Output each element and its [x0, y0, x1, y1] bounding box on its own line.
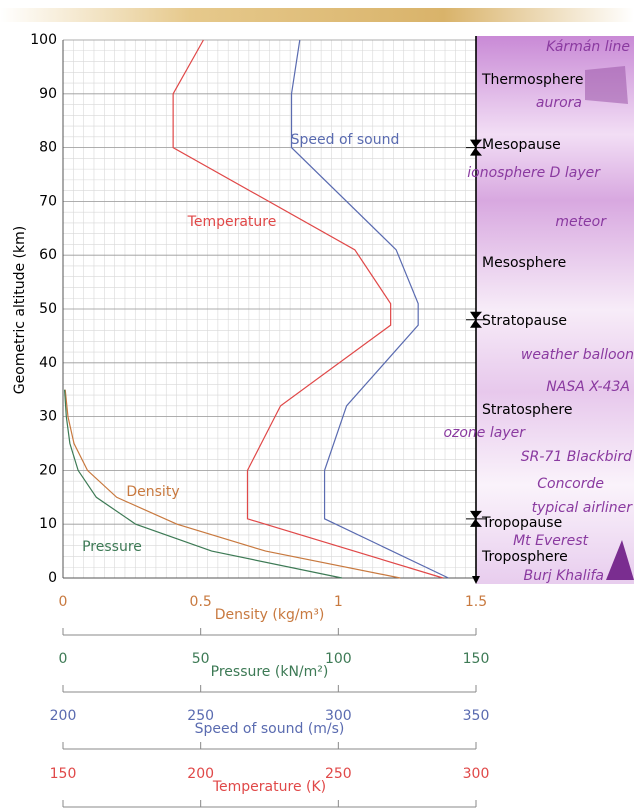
annotation: Kármán line — [546, 39, 630, 55]
x-tick-label: 0.5 — [190, 594, 212, 610]
series-line — [172, 39, 444, 579]
x-tick-label: 50 — [192, 651, 210, 667]
x-tick-label: 150 — [50, 766, 77, 782]
x-axis-title: Temperature (K) — [212, 779, 326, 795]
series-name: Pressure — [82, 539, 142, 555]
annotation: ozone layer — [443, 425, 526, 441]
x-tick-label: 200 — [50, 708, 77, 724]
x-axis-title: Speed of sound (m/s) — [195, 721, 345, 737]
x-tick-label: 1.5 — [465, 594, 487, 610]
annotation: Mt Everest — [513, 533, 588, 549]
mountain — [606, 540, 634, 580]
x-axis-title: Pressure (kN/m²) — [211, 664, 329, 680]
layer-name: Mesopause — [482, 137, 561, 153]
aurora-shape — [585, 66, 628, 104]
layer-name: Tropopause — [481, 515, 562, 531]
annotation: ionosphere D layer — [467, 165, 601, 181]
x-axis-title: Density (kg/m³) — [215, 607, 325, 623]
pause-marker — [470, 311, 482, 328]
x-tick-label: 100 — [325, 651, 352, 667]
y-tick-label: 70 — [39, 193, 57, 209]
series-name: Speed of sound — [291, 132, 400, 148]
y-tick-label: 10 — [39, 516, 57, 532]
arrow — [472, 576, 480, 584]
annotation: NASA X-43A — [546, 379, 630, 395]
x-tick-label: 0 — [59, 651, 68, 667]
x-tick-label: 300 — [325, 708, 352, 724]
y-tick-label: 20 — [39, 462, 57, 478]
y-tick-label: 100 — [30, 32, 57, 48]
series-line — [64, 389, 401, 579]
x-tick-label: 150 — [463, 651, 490, 667]
x-tick-label: 250 — [187, 708, 214, 724]
series-name: Temperature — [187, 214, 277, 230]
x-tick-label: 300 — [463, 766, 490, 782]
y-axis-title: Geometric altitude (km) — [12, 226, 28, 394]
annotation: meteor — [555, 214, 607, 230]
layer-panel — [476, 36, 634, 584]
x-tick-label: 1 — [334, 594, 343, 610]
x-tick-label: 0 — [59, 594, 68, 610]
annotation: weather balloon — [521, 347, 634, 363]
y-tick-label: 80 — [39, 140, 57, 156]
header-band — [0, 8, 634, 22]
annotation: Concorde — [537, 476, 604, 492]
y-tick-label: 50 — [39, 301, 57, 317]
x-tick-label: 350 — [463, 708, 490, 724]
series-line — [63, 389, 343, 579]
y-tick-label: 60 — [39, 247, 57, 263]
layer-name: Stratosphere — [482, 402, 573, 418]
annotation: SR-71 Blackbird — [521, 449, 632, 465]
y-tick-label: 90 — [39, 86, 57, 102]
series-name: Density — [126, 484, 179, 500]
layer-name: Mesosphere — [482, 255, 566, 271]
annotation: typical airliner — [532, 500, 634, 516]
layer-name: Stratopause — [482, 313, 567, 329]
y-tick-label: 40 — [39, 355, 57, 371]
layer-name: Thermosphere — [481, 72, 583, 88]
y-tick-label: 30 — [39, 409, 57, 425]
pause-marker — [470, 510, 482, 527]
annotation: aurora — [536, 95, 582, 111]
x-tick-label: 200 — [187, 766, 214, 782]
series-line — [290, 39, 449, 579]
y-tick-label: 0 — [48, 570, 57, 586]
x-tick-label: 250 — [325, 766, 352, 782]
pause-marker — [470, 139, 482, 156]
annotation: Burj Khalifa — [524, 568, 605, 584]
layer-name: Troposphere — [481, 549, 568, 565]
